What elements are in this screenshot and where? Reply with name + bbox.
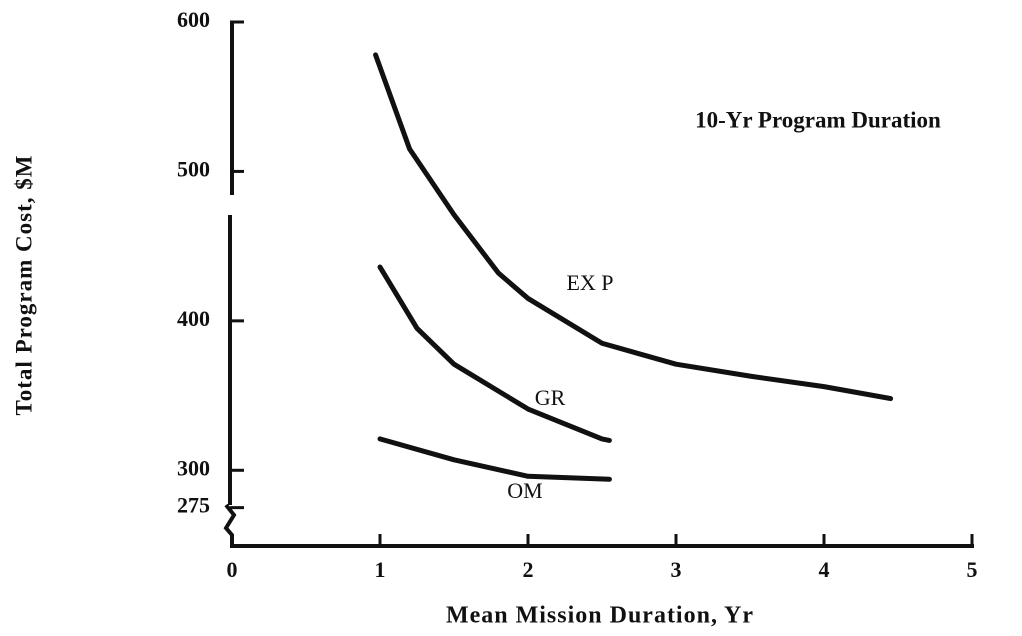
line (377, 436, 612, 482)
x-tick-label: 3 (671, 557, 682, 582)
x-tick-label: 4 (819, 557, 830, 582)
y-axis-label: Total Program Cost, $M (11, 155, 36, 416)
x-tick-label: 2 (523, 557, 534, 582)
axes (223, 22, 974, 548)
line (377, 264, 612, 443)
y-tick-label: 600 (177, 7, 210, 32)
x-axis-label: Mean Mission Duration, Yr (446, 603, 754, 629)
y-tick-label: 300 (177, 455, 210, 480)
series-label: EX P (566, 270, 613, 295)
x-tick-label: 0 (227, 557, 238, 582)
x-tick-label: 5 (967, 557, 978, 582)
annotation: 10-Yr Program Duration (695, 107, 941, 132)
series-label: GR (535, 385, 566, 410)
y-tick-label: 500 (177, 156, 210, 181)
y-tick-label: 400 (177, 306, 210, 331)
series-label: OM (507, 478, 542, 503)
x-tick-label: 1 (375, 557, 386, 582)
line (373, 52, 894, 402)
y-tick-label: 275 (177, 493, 210, 518)
